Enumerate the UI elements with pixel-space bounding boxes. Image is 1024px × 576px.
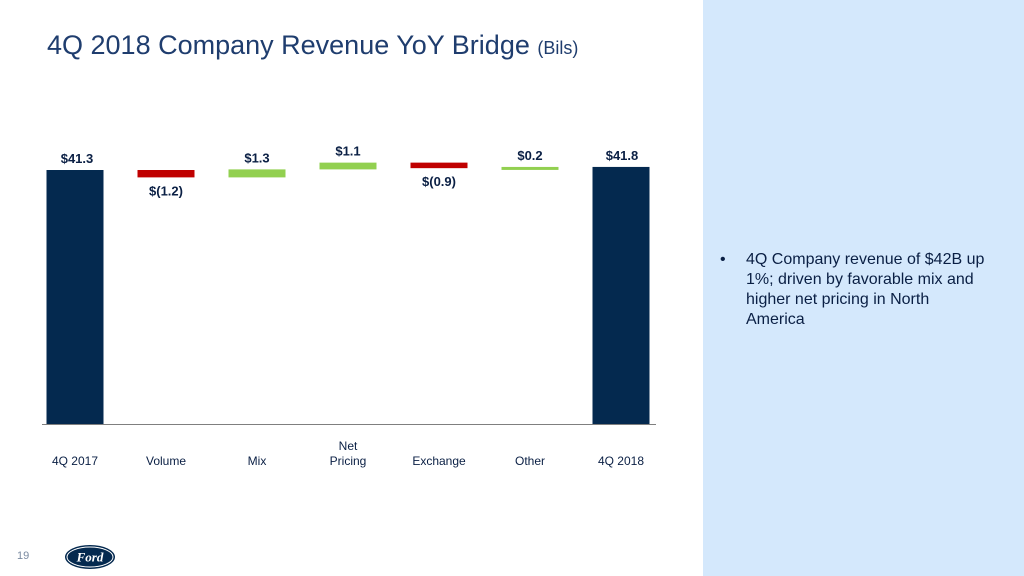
chart-value-labels: $41.3 $(1.2) $1.3 $1.1 $(0.9) $0.2 $41.8 (61, 144, 639, 199)
title-unit: (Bils) (537, 38, 579, 58)
value-label-3: $1.1 (335, 144, 360, 159)
category-label-3-1: Pricing (330, 454, 367, 468)
bullet-item: • 4Q Company revenue of $42B up 1%; driv… (720, 250, 990, 330)
ford-logo-icon: Ford (65, 545, 115, 569)
bar-3 (319, 162, 377, 170)
page-title: 4Q 2018 Company Revenue YoY Bridge (Bils… (47, 30, 578, 61)
category-label-4: Exchange (412, 454, 466, 468)
bar-6 (592, 166, 650, 424)
bullet-text: 4Q Company revenue of $42B up 1%; driven… (746, 251, 985, 328)
value-label-1: $(1.2) (149, 183, 183, 198)
category-label-0: 4Q 2017 (52, 454, 98, 468)
category-label-3-0: Net (339, 439, 358, 453)
side-panel (703, 0, 1024, 576)
category-label-5: Other (515, 454, 545, 468)
page-number: 19 (17, 550, 30, 562)
title-main: 4Q 2018 Company Revenue YoY Bridge (47, 30, 530, 60)
bar-0 (46, 170, 104, 424)
category-label-2: Mix (248, 454, 267, 468)
waterfall-chart: $41.3 $(1.2) $1.3 $1.1 $(0.9) $0.2 $41.8 4Q 20… (42, 144, 656, 468)
value-label-4: $(0.9) (422, 174, 456, 189)
chart-bars (46, 162, 650, 424)
logo-text: Ford (76, 550, 104, 565)
value-label-5: $0.2 (517, 148, 542, 163)
category-label-1: Volume (146, 454, 186, 468)
bar-1 (137, 170, 195, 178)
value-label-2: $1.3 (244, 150, 269, 165)
category-label-6: 4Q 2018 (598, 454, 644, 468)
value-label-0: $41.3 (61, 151, 94, 166)
bar-2 (228, 169, 286, 178)
bar-4 (410, 162, 468, 169)
value-label-6: $41.8 (606, 148, 639, 163)
bar-5 (501, 166, 559, 170)
bullet-marker: • (720, 251, 726, 268)
